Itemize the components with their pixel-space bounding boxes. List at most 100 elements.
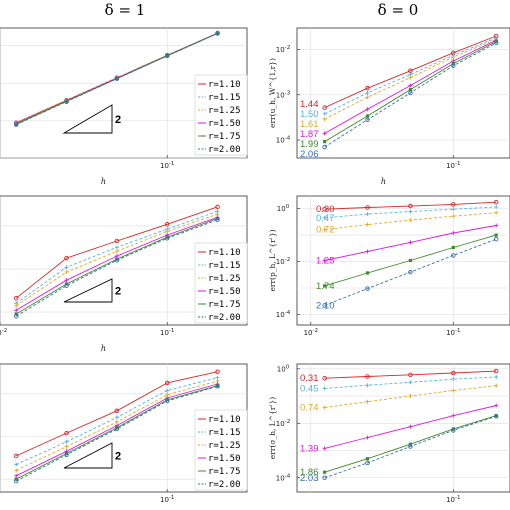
data-point (64, 99, 69, 104)
legend-entry: r=1.25 (208, 106, 241, 116)
data-point (494, 210, 499, 215)
data-point (493, 40, 499, 46)
rate-label: 0.31 (300, 373, 319, 384)
legend-entry: r=1.15 (208, 428, 241, 438)
data-point (322, 117, 327, 122)
data-point (13, 122, 19, 127)
data-point (114, 426, 120, 432)
data-point (64, 265, 69, 270)
data-point (408, 258, 413, 263)
rate-label: 2.06 (300, 149, 319, 160)
data-point (322, 446, 327, 451)
data-point (408, 90, 413, 96)
data-point (494, 374, 499, 379)
x-tick-label: 10-1 (446, 495, 460, 504)
series-line-r=2.00 (16, 33, 218, 126)
data-point (365, 374, 370, 379)
data-point (365, 286, 370, 291)
series-line-r=1.10 (15, 206, 218, 299)
y-tick-label: 10-2 (276, 45, 290, 54)
series-line-r=1.10 (324, 201, 497, 210)
data-point (165, 398, 169, 402)
slope-label: 2 (115, 286, 121, 298)
data-point (64, 255, 69, 261)
data-point (13, 478, 19, 484)
rate-label: 0.45 (300, 383, 319, 394)
legend-entry: r=1.75 (208, 132, 241, 142)
data-point (408, 75, 413, 80)
legend: r=1.10 r=1.15 r=1.25 r=1.50 r=1.75 r=2.00 (194, 74, 248, 156)
slope-triangle (63, 278, 113, 303)
data-point (323, 284, 327, 288)
data-point (451, 428, 456, 433)
legend: r=1.10 r=1.15 r=1.25 r=1.50 r=1.75 r=2.00 (194, 409, 248, 491)
data-point (408, 218, 413, 223)
data-point (322, 405, 327, 410)
data-point (164, 398, 170, 404)
data-point (493, 199, 499, 205)
chart-left-bot: 10-1hr=1.10r=1.15r=1.25r=1.50r=1.75r=2.0… (0, 363, 248, 504)
data-point (164, 222, 170, 227)
legend-entry: r=1.50 (208, 287, 241, 297)
legend-entry: r=1.10 (208, 248, 241, 258)
data-point (451, 207, 456, 212)
data-point (365, 117, 370, 123)
data-point (451, 370, 456, 376)
data-point (365, 457, 370, 461)
legend-entry: r=1.10 (208, 415, 241, 425)
data-point (365, 460, 370, 466)
data-point (408, 372, 413, 378)
data-point (451, 245, 455, 250)
data-point (494, 233, 498, 237)
data-point (64, 444, 69, 449)
data-point (322, 375, 327, 381)
series-line-r=2.00 (15, 385, 218, 482)
legend-entry: r=1.25 (208, 274, 241, 284)
slope-triangle (63, 442, 113, 469)
data-point (451, 388, 456, 393)
data-point (408, 68, 413, 74)
data-point (165, 388, 170, 393)
data-point (215, 375, 220, 380)
chart-left-top: 10-1 h r=1.10 r=1.15 r=1.25 r=1.50 r=1.75 r=2.0… (0, 27, 248, 186)
data-point (494, 223, 499, 228)
data-point (215, 384, 220, 388)
y-tick-label: 100 (277, 204, 290, 213)
series-line-r=1.10 (324, 370, 497, 379)
data-point (323, 140, 327, 144)
data-point (365, 107, 370, 112)
data-point (114, 258, 120, 263)
rate-label: 0.74 (300, 402, 319, 413)
legend-entry: r=1.15 (208, 261, 241, 271)
data-point (215, 369, 220, 374)
data-point (365, 90, 370, 95)
data-point (408, 380, 413, 385)
data-point (322, 303, 327, 308)
data-point (322, 144, 327, 150)
data-point (64, 430, 69, 436)
data-point (64, 452, 69, 458)
data-point (494, 383, 499, 388)
data-point (114, 419, 119, 424)
x-tick-label: 10-1 (160, 495, 174, 504)
data-point (215, 31, 220, 36)
x-axis-label: h (101, 344, 106, 353)
data-point (114, 76, 120, 81)
data-point (215, 216, 220, 221)
x-tick-label: 10-2 (304, 328, 318, 337)
y-tick-label: 10-3 (276, 90, 291, 99)
legend-entry: r=1.15 (208, 93, 241, 103)
x-tick-label: 10-1 (446, 161, 460, 170)
y-axis-label: err(u_h, W^{1,r}) (268, 58, 277, 128)
x-axis-label: h (101, 177, 106, 186)
y-tick-label: 10-4 (276, 310, 291, 319)
data-point (164, 380, 170, 386)
data-point (164, 236, 170, 241)
data-point (165, 235, 169, 239)
rate-label: 1.87 (300, 129, 319, 140)
y-tick-label: 10-2 (276, 419, 290, 428)
data-point (165, 229, 170, 234)
x-axis-label: h (381, 177, 386, 186)
legend-entry: r=1.50 (208, 119, 241, 129)
x-tick-label: 10-1 (160, 328, 174, 337)
